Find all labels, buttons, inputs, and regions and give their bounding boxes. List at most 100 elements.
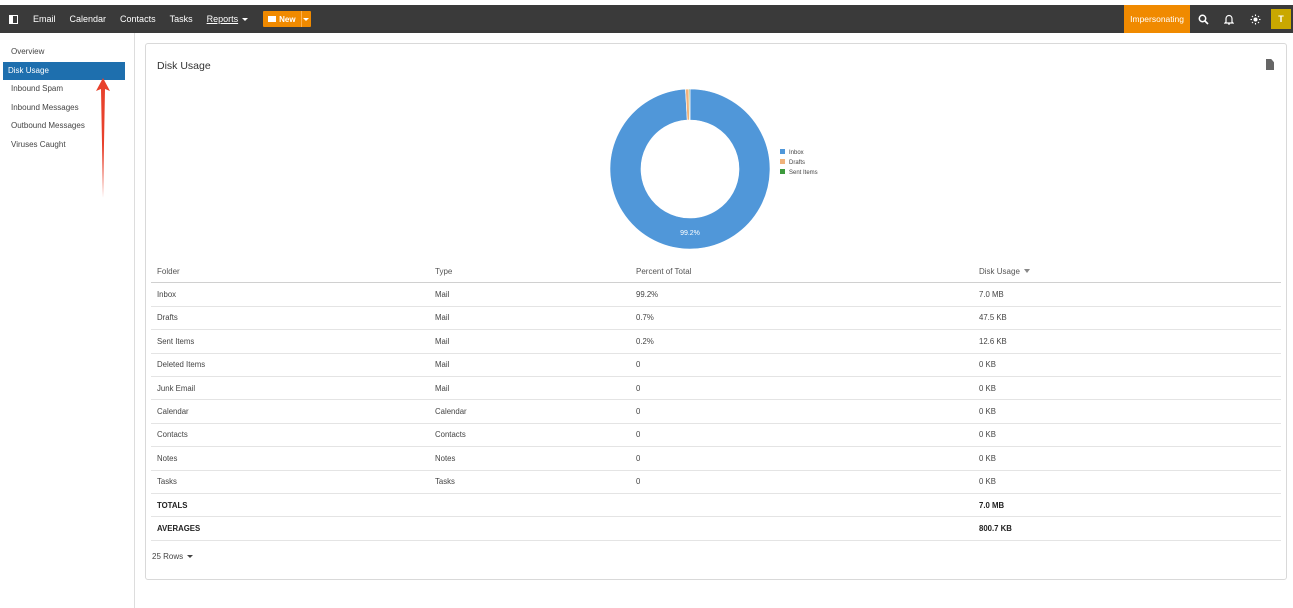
table-header-row: Folder Type Percent of Total Disk Usage — [151, 260, 1281, 284]
legend-label[interactable]: Inbox — [789, 150, 804, 156]
table-row[interactable]: Deleted Items Mail 0 0 KB — [151, 354, 1281, 377]
cell-folder: Deleted Items — [157, 360, 206, 370]
bell-icon[interactable] — [1216, 5, 1242, 33]
rows-per-page-label: 25 Rows — [152, 552, 184, 561]
header-percent[interactable]: Percent of Total — [636, 266, 692, 276]
pie-data-label: 99.2% — [680, 230, 700, 237]
new-button-label: New — [279, 14, 296, 24]
sidebar: Overview Disk Usage Inbound Spam Inbound… — [0, 33, 135, 608]
rows-per-page-select[interactable]: 25 Rows — [152, 552, 194, 561]
card-title: Disk Usage — [157, 60, 211, 72]
topbar-actions: Impersonating T — [1124, 5, 1293, 33]
nav-contacts[interactable]: Contacts — [120, 14, 156, 24]
chevron-down-icon — [303, 17, 310, 21]
table-row[interactable]: Inbox Mail 99.2% 7.0 MB — [151, 283, 1281, 307]
cell-type: Mail — [435, 360, 450, 370]
sort-descending-icon — [1023, 268, 1030, 273]
cell-percent: 0 — [636, 453, 641, 463]
table-row[interactable]: Sent Items Mail 0.2% 12.6 KB — [151, 330, 1281, 354]
cell-percent: 0 — [636, 430, 641, 440]
impersonating-button[interactable]: Impersonating — [1124, 5, 1190, 33]
cell-folder: Contacts — [157, 430, 188, 440]
chevron-down-icon — [187, 555, 194, 558]
sidebar-item-disk-usage[interactable]: Disk Usage — [3, 61, 125, 80]
table-row[interactable]: Calendar Calendar 0 0 KB — [151, 400, 1281, 424]
cell-folder: Drafts — [157, 313, 178, 323]
legend-swatch — [780, 149, 785, 154]
sidebar-item-outbound-messages[interactable]: Outbound Messages — [11, 121, 85, 130]
cell-disk-usage: 0 KB — [979, 407, 996, 417]
table-row[interactable]: Notes Notes 0 0 KB — [151, 447, 1281, 471]
nav-tasks[interactable]: Tasks — [169, 14, 193, 24]
cell-type: Notes — [435, 453, 456, 463]
cell-folder: Tasks — [157, 477, 177, 487]
totals-row: TOTALS 7.0 MB — [151, 494, 1281, 518]
cell-percent: 0.2% — [636, 336, 654, 346]
sidebar-item-inbound-messages[interactable]: Inbound Messages — [11, 102, 79, 112]
legend-label[interactable]: Sent Items — [789, 170, 818, 176]
nav-email[interactable]: Email — [33, 14, 56, 24]
legend-swatch — [780, 159, 785, 164]
table-row[interactable]: Junk Email Mail 0 0 KB — [151, 377, 1281, 401]
new-dropdown-button[interactable] — [300, 11, 311, 27]
cell-percent: 0 — [636, 477, 641, 487]
table-row[interactable]: Drafts Mail 0.7% 47.5 KB — [151, 307, 1281, 331]
cell-type: Contacts — [435, 430, 466, 440]
header-disk-usage[interactable]: Disk Usage — [979, 267, 1281, 276]
nav-calendar[interactable]: Calendar — [69, 14, 107, 24]
table-row[interactable]: Contacts Contacts 0 0 KB — [151, 424, 1281, 448]
chevron-down-icon — [242, 18, 249, 22]
cell-percent: 0.7% — [636, 313, 654, 323]
header-disk-usage-label: Disk Usage — [979, 266, 1020, 276]
search-icon[interactable] — [1190, 5, 1216, 33]
export-document-icon[interactable] — [1266, 59, 1274, 70]
cell-disk-usage: 12.6 KB — [979, 336, 1007, 346]
envelope-icon — [268, 16, 277, 22]
cell-folder: Notes — [157, 453, 178, 463]
cell-disk-usage: 0 KB — [979, 360, 996, 370]
annotation-arrow-icon — [96, 78, 110, 198]
cell-disk-usage: 0 KB — [979, 430, 996, 440]
header-type[interactable]: Type — [435, 266, 453, 276]
totals-value: 7.0 MB — [979, 500, 1005, 510]
sidebar-item-viruses-caught[interactable]: Viruses Caught — [11, 139, 66, 149]
cell-type: Calendar — [435, 407, 467, 417]
cell-folder: Sent Items — [157, 336, 195, 346]
pie-slice-sent-items[interactable] — [688, 89, 691, 121]
sidebar-item-inbound-spam[interactable]: Inbound Spam — [11, 84, 64, 93]
main-nav: Email Calendar Contacts Tasks Reports — [26, 5, 255, 33]
sidebar-toggle-icon[interactable] — [0, 5, 26, 33]
cell-percent: 0 — [636, 360, 641, 370]
averages-value: 800.7 KB — [979, 523, 1012, 533]
cell-disk-usage: 0 KB — [979, 453, 996, 463]
cell-disk-usage: 7.0 MB — [979, 290, 1004, 300]
pie-slice-inbox[interactable] — [610, 89, 771, 250]
cell-disk-usage: 47.5 KB — [979, 313, 1007, 323]
averages-row: AVERAGES 800.7 KB — [151, 517, 1281, 541]
nav-reports-label: Reports — [206, 14, 239, 24]
disk-usage-donut-chart: 99.2% Inbox Drafts Sent Items — [610, 89, 818, 250]
new-button[interactable]: New — [263, 11, 300, 27]
cell-percent: 0 — [636, 383, 641, 393]
legend-swatch — [780, 169, 785, 174]
cell-folder: Calendar — [157, 407, 189, 417]
cell-type: Mail — [435, 336, 450, 346]
nav-reports[interactable]: Reports — [200, 5, 256, 33]
legend-label[interactable]: Drafts — [789, 160, 805, 166]
cell-type: Mail — [435, 383, 450, 393]
cell-percent: 99.2% — [636, 290, 659, 300]
cell-type: Tasks — [435, 477, 455, 487]
cell-type: Mail — [435, 313, 450, 323]
table-body: Inbox Mail 99.2% 7.0 MB Drafts Mail 0.7% 47.5 K… — [151, 283, 1281, 494]
sidebar-item-overview[interactable]: Overview — [11, 47, 45, 56]
header-folder[interactable]: Folder — [157, 266, 180, 276]
averages-label: AVERAGES — [157, 523, 201, 533]
cell-folder: Junk Email — [157, 383, 196, 393]
cell-type: Mail — [435, 290, 450, 300]
cell-percent: 0 — [636, 407, 641, 417]
sun-theme-icon[interactable] — [1242, 5, 1268, 33]
cell-disk-usage: 0 KB — [979, 383, 996, 393]
avatar[interactable]: T — [1271, 9, 1291, 29]
cell-folder: Inbox — [157, 290, 177, 300]
table-row[interactable]: Tasks Tasks 0 0 KB — [151, 471, 1281, 494]
